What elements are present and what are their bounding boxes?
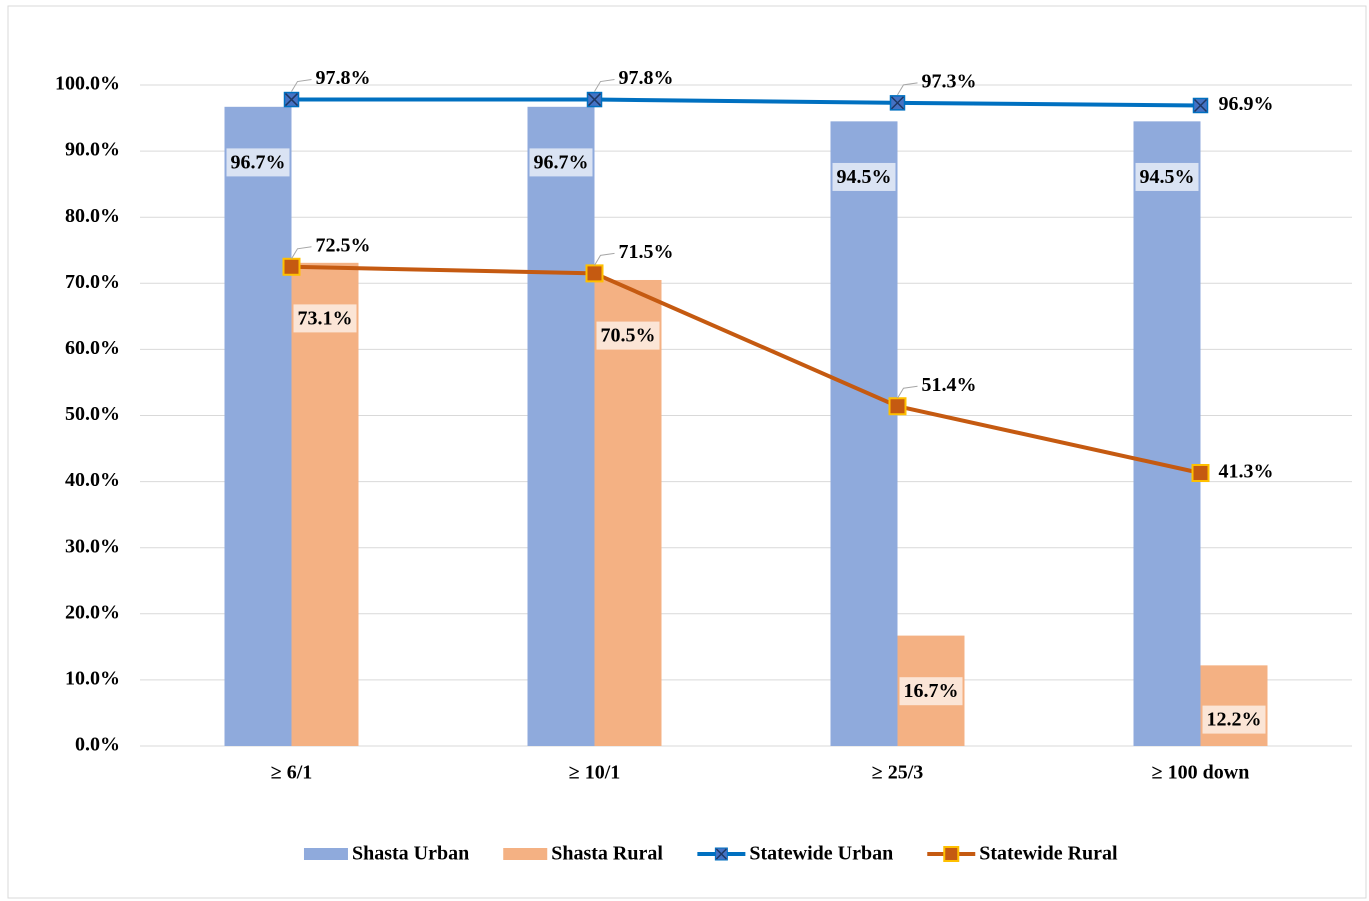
data-label: 97.3% xyxy=(922,70,977,92)
data-label-bg xyxy=(596,321,660,350)
leader-line xyxy=(897,385,918,399)
data-label: 97.8% xyxy=(619,67,674,89)
y-tick-label: 30.0% xyxy=(65,535,120,557)
line-marker-x xyxy=(1193,98,1208,113)
x-tick-label: ≥ 6/1 xyxy=(271,762,313,784)
data-label: 96.9% xyxy=(1219,93,1274,115)
data-label-bg xyxy=(293,304,357,333)
data-label: 51.4% xyxy=(922,374,977,396)
bar xyxy=(594,279,662,746)
x-tick-label: ≥ 100 down xyxy=(1152,762,1250,784)
line-marker-x xyxy=(890,96,905,110)
y-tick-label: 80.0% xyxy=(65,205,120,227)
data-label: 71.5% xyxy=(619,241,674,263)
data-label-bg xyxy=(832,162,896,191)
legend-marker xyxy=(943,846,960,862)
data-label: 96.7% xyxy=(231,151,286,173)
data-label-bg xyxy=(899,677,963,706)
line-marker xyxy=(585,264,604,283)
y-tick-label: 0.0% xyxy=(75,734,120,756)
legend-label: Statewide Urban xyxy=(749,843,893,865)
y-tick-label: 100.0% xyxy=(55,73,120,95)
data-label: 94.5% xyxy=(1140,166,1195,188)
line-marker xyxy=(1191,464,1210,483)
bar xyxy=(224,106,292,747)
bar xyxy=(291,262,359,746)
y-tick-label: 60.0% xyxy=(65,337,120,359)
leader-line xyxy=(897,82,918,96)
data-label: 97.8% xyxy=(316,67,371,89)
line xyxy=(291,264,1201,475)
data-label-bg xyxy=(1202,705,1266,734)
data-label-bg xyxy=(226,148,290,177)
data-label: 96.7% xyxy=(534,151,589,173)
data-label: 72.5% xyxy=(316,234,371,256)
data-label: 70.5% xyxy=(601,325,656,347)
y-tick-label: 10.0% xyxy=(65,667,120,689)
x-tick-label: ≥ 25/3 xyxy=(872,762,924,784)
x-tick-label: ≥ 10/1 xyxy=(569,762,621,784)
data-label: 12.2% xyxy=(1207,709,1262,731)
leader-line xyxy=(291,79,312,92)
leader-line xyxy=(291,246,312,260)
legend-swatch xyxy=(503,848,548,860)
y-tick-label: 90.0% xyxy=(65,139,120,161)
leader-line xyxy=(594,252,615,266)
legend-label: Shasta Rural xyxy=(551,843,663,865)
y-tick-label: 40.0% xyxy=(65,469,120,491)
line-marker-x xyxy=(587,93,602,107)
legend: Shasta Urban Shasta Rural Statewide Urban S… xyxy=(303,843,1118,865)
bar xyxy=(830,121,898,747)
bar xyxy=(1133,121,1201,747)
data-label-bg xyxy=(1135,162,1199,191)
legend-label: Shasta Urban xyxy=(352,843,469,865)
legend-label: Statewide Rural xyxy=(979,843,1118,865)
leader-line xyxy=(594,79,615,92)
line-marker-x xyxy=(284,93,299,107)
data-label: 94.5% xyxy=(837,166,892,188)
y-tick-label: 70.0% xyxy=(65,271,120,293)
legend-swatch xyxy=(303,848,348,860)
y-tick-label: 20.0% xyxy=(65,601,120,623)
line-marker xyxy=(888,397,907,416)
legend-marker-x xyxy=(715,848,727,860)
data-label: 73.1% xyxy=(298,307,353,329)
data-label-bg xyxy=(529,148,593,177)
y-tick-label: 50.0% xyxy=(65,403,120,425)
data-label: 41.3% xyxy=(1219,461,1274,483)
bar xyxy=(527,106,595,747)
line xyxy=(291,97,1201,108)
line-marker xyxy=(282,257,301,276)
data-label: 16.7% xyxy=(904,680,959,702)
